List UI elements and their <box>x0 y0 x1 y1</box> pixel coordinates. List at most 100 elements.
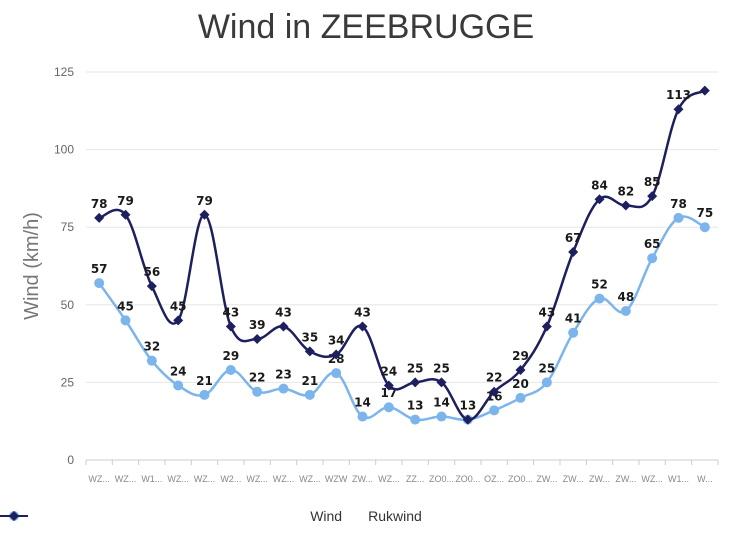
data-label-rukwind: 79 <box>196 194 213 208</box>
data-point-rukwind <box>94 212 105 223</box>
data-point-rukwind <box>383 380 394 391</box>
data-label-wind: 32 <box>143 340 160 354</box>
data-label-rukwind: 56 <box>143 265 160 279</box>
data-label-wind: 25 <box>538 361 555 375</box>
data-point-rukwind <box>199 209 210 220</box>
data-point-rukwind <box>568 247 579 258</box>
x-tick-label: WZW <box>325 474 348 484</box>
data-label-rukwind: 24 <box>380 365 397 379</box>
data-point-rukwind <box>146 281 157 292</box>
data-label-rukwind: 43 <box>275 306 292 320</box>
data-point-wind <box>383 402 394 413</box>
data-label-rukwind: 79 <box>117 194 134 208</box>
x-tick-label: ZW... <box>563 474 584 484</box>
data-point-wind <box>357 411 368 422</box>
data-label-rukwind: 43 <box>222 306 239 320</box>
x-tick-label: ZW... <box>536 474 557 484</box>
data-label-rukwind: 22 <box>486 371 503 385</box>
data-label-wind: 57 <box>91 262 108 276</box>
series-line-rukwind <box>98 89 706 421</box>
data-point-rukwind <box>647 191 658 202</box>
data-point-wind <box>410 414 421 425</box>
data-point-rukwind <box>304 346 315 357</box>
data-point-rukwind <box>173 315 184 326</box>
legend-item-wind[interactable]: Wind <box>0 508 343 524</box>
data-point-wind <box>515 392 526 403</box>
x-tick-label: ZW... <box>352 474 373 484</box>
data-label-rukwind: 39 <box>249 318 266 332</box>
y-tick-label: 100 <box>54 143 74 157</box>
data-label-wind: 45 <box>117 299 134 313</box>
data-point-wind <box>331 368 342 379</box>
y-tick-label: 125 <box>54 65 74 79</box>
data-label-rukwind: 34 <box>328 333 345 347</box>
data-label-rukwind: 25 <box>407 361 424 375</box>
data-point-wind <box>568 327 579 338</box>
data-label-wind: 29 <box>222 349 239 363</box>
data-point-wind <box>673 212 684 223</box>
data-label-rukwind: 78 <box>91 197 108 211</box>
data-label-wind: 20 <box>512 377 529 391</box>
data-point-rukwind <box>436 377 447 388</box>
x-tick-label: ZO0... <box>429 474 454 484</box>
data-point-rukwind <box>120 209 131 220</box>
data-label-rukwind: 85 <box>644 175 661 189</box>
x-tick-label: W2... <box>220 474 241 484</box>
data-point-wind <box>252 386 263 397</box>
x-tick-label: ZO0... <box>455 474 480 484</box>
data-point-rukwind <box>515 364 526 375</box>
data-point-rukwind <box>357 321 368 332</box>
data-label-rukwind: 67 <box>565 231 582 245</box>
data-point-wind <box>278 383 289 394</box>
data-point-rukwind <box>278 321 289 332</box>
data-label-wind: 78 <box>670 197 687 211</box>
x-tick-label: WZ... <box>273 474 295 484</box>
data-label-wind: 41 <box>565 312 582 326</box>
x-tick-label: ZO0... <box>508 474 533 484</box>
data-point-rukwind <box>699 85 710 96</box>
chart-legend: Wind Rukwind <box>0 508 732 524</box>
data-point-rukwind <box>673 104 684 115</box>
data-label-wind: 13 <box>407 399 424 413</box>
x-tick-label: WZ... <box>194 474 216 484</box>
data-point-wind <box>541 377 552 388</box>
data-point-rukwind <box>225 321 236 332</box>
data-label-wind: 22 <box>249 371 266 385</box>
data-point-wind <box>489 405 500 416</box>
data-point-wind <box>173 380 184 391</box>
legend-label-wind: Wind <box>310 508 343 524</box>
data-label-rukwind: 25 <box>433 361 450 375</box>
data-point-rukwind <box>541 321 552 332</box>
data-point-wind <box>304 389 315 400</box>
x-tick-label: WZ... <box>246 474 268 484</box>
data-label-wind: 13 <box>459 399 476 413</box>
legend-swatch-rukwind <box>0 511 28 521</box>
data-point-wind <box>225 364 236 375</box>
data-label-rukwind: 45 <box>170 299 187 313</box>
data-label-wind: 52 <box>591 278 608 292</box>
y-axis-label: Wind (km/h) <box>21 212 43 320</box>
data-point-rukwind <box>489 386 500 397</box>
x-tick-label: W... <box>697 474 713 484</box>
data-label-wind: 65 <box>644 237 661 251</box>
data-point-wind <box>94 278 105 289</box>
data-point-rukwind <box>252 333 263 344</box>
data-label-wind: 21 <box>301 374 318 388</box>
data-point-wind <box>620 306 631 317</box>
legend-item-rukwind[interactable]: Rukwind <box>0 508 422 524</box>
data-point-rukwind <box>594 194 605 205</box>
legend-label-rukwind: Rukwind <box>368 508 422 524</box>
data-label-wind: 14 <box>433 396 450 410</box>
x-tick-label: ZW... <box>615 474 636 484</box>
data-label-rukwind: 84 <box>591 178 608 192</box>
data-point-wind <box>146 355 157 366</box>
x-tick-label: ZZ... <box>406 474 425 484</box>
data-label-rukwind: 82 <box>617 184 634 198</box>
data-label-wind: 24 <box>170 365 187 379</box>
x-tick-label: ZW... <box>589 474 610 484</box>
y-tick-label: 0 <box>67 453 74 467</box>
data-label-rukwind: 29 <box>512 349 529 363</box>
x-tick-label: WZ... <box>88 474 110 484</box>
data-label-rukwind: 43 <box>538 306 555 320</box>
